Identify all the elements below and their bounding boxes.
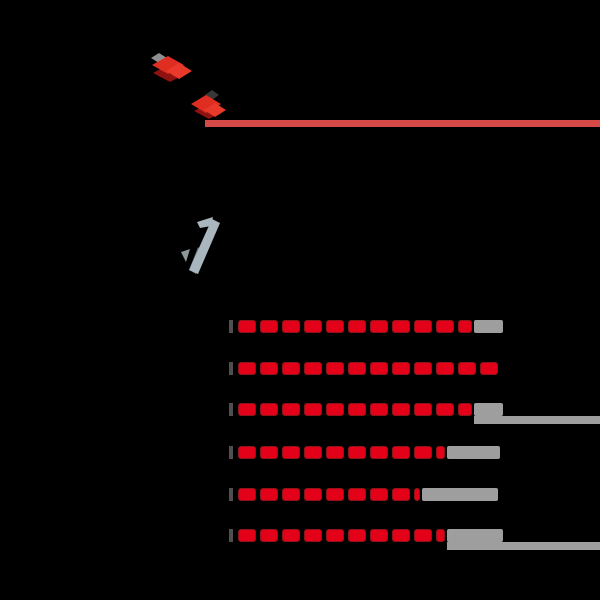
bar-remainder (447, 446, 500, 459)
bar-segment (238, 320, 256, 333)
bar-segment (260, 446, 278, 459)
bar-start-tick (229, 529, 233, 542)
bar-segment (436, 446, 445, 459)
bar-remainder-tail (474, 416, 600, 424)
bar-segment (348, 529, 366, 542)
bar-remainder (474, 403, 503, 416)
bar-row (229, 488, 600, 501)
bar-segment (304, 362, 322, 375)
bar-segment (392, 446, 410, 459)
diamond-logo-bottom (191, 90, 226, 119)
bar-segment (370, 362, 388, 375)
diamond-overlay (204, 103, 226, 117)
bar-segment (238, 446, 256, 459)
bar-segment (282, 488, 300, 501)
bar-segment (414, 362, 432, 375)
bar-segment (480, 362, 498, 375)
diamond-logo-top (151, 53, 192, 82)
bar-segment (282, 403, 300, 416)
bar-segment (370, 529, 388, 542)
bar-segment (414, 320, 432, 333)
bar-start-tick (229, 362, 233, 375)
bar-segment (304, 488, 322, 501)
slash-fragment (181, 249, 190, 262)
diamond-overlay (166, 63, 192, 79)
bar-segment (238, 529, 256, 542)
bar-segment (260, 320, 278, 333)
bar-start-tick (229, 403, 233, 416)
red-accent-line (205, 120, 600, 127)
bar-segment (326, 529, 344, 542)
bar-remainder (422, 488, 498, 501)
bar-segment (260, 488, 278, 501)
bar-remainder (474, 320, 503, 333)
bar-segment (436, 320, 454, 333)
bar-row (229, 403, 600, 424)
bar-segment (238, 488, 256, 501)
bar-segment (414, 403, 432, 416)
bar-row (229, 529, 600, 550)
bar-segment (282, 529, 300, 542)
bar-segment (326, 488, 344, 501)
bar-segment (436, 362, 454, 375)
bar-segment (282, 362, 300, 375)
bar-remainder (447, 529, 503, 542)
bar-remainder-tail (447, 542, 600, 550)
bar-segment (304, 403, 322, 416)
bar-segment (348, 488, 366, 501)
bar-segment (238, 403, 256, 416)
bar-segment (414, 529, 432, 542)
bar-segment (326, 403, 344, 416)
bar-segment (304, 446, 322, 459)
bar-segment (348, 320, 366, 333)
bar-segment (392, 320, 410, 333)
bar-segment (370, 320, 388, 333)
slash-main (189, 219, 220, 274)
bar-segment (260, 362, 278, 375)
bar-segment (436, 403, 454, 416)
bar-segment (348, 362, 366, 375)
bar-segment (370, 403, 388, 416)
bar-segment (414, 488, 420, 501)
bar-segment (304, 320, 322, 333)
bar-segment (260, 529, 278, 542)
slash-stroke (181, 217, 220, 274)
bar-row (229, 362, 600, 375)
bar-start-tick (229, 488, 233, 501)
bar-start-tick (229, 320, 233, 333)
bar-segment (260, 403, 278, 416)
bar-start-tick (229, 446, 233, 459)
bar-segment (458, 320, 472, 333)
bar-segment (348, 403, 366, 416)
bar-segment (282, 446, 300, 459)
bar-segment (414, 446, 432, 459)
bar-segment (392, 529, 410, 542)
bar-row (229, 446, 600, 459)
bar-segment (282, 320, 300, 333)
bar-segment (370, 488, 388, 501)
bar-segment (392, 403, 410, 416)
bar-segment (326, 446, 344, 459)
slash-top-flag (197, 217, 213, 228)
bar-segment (238, 362, 256, 375)
bar-segment (392, 362, 410, 375)
bar-segment (348, 446, 366, 459)
bar-segment (436, 529, 445, 542)
bar-row (229, 320, 600, 333)
bar-segment (392, 488, 410, 501)
bar-segment (458, 362, 476, 375)
bar-segment (326, 320, 344, 333)
bar-segment (326, 362, 344, 375)
bar-segment (458, 403, 472, 416)
bar-segment (370, 446, 388, 459)
bar-segment (304, 529, 322, 542)
